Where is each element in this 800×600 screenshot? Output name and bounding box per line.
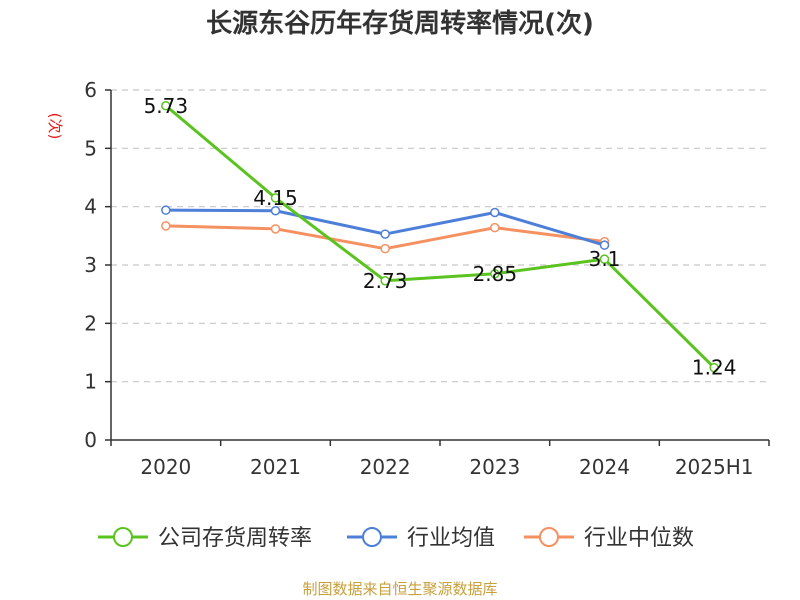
- series-point-0: [599, 254, 610, 264]
- x-tick-label: 2025H1: [675, 455, 754, 479]
- series-point-0: [161, 101, 171, 111]
- y-tick-label: 5: [84, 136, 97, 160]
- y-tick-label: 2: [84, 311, 97, 335]
- legend-label: 行业中位数: [584, 526, 694, 551]
- series-point-1: [490, 207, 500, 218]
- data-labels: 5.73 4.15 2.73 2.85 3.1 1.24: [144, 94, 737, 380]
- legend: 公司存货周转率 行业均值 行业中位数: [98, 526, 694, 551]
- series-point-2: [161, 221, 171, 231]
- series-point-2: [380, 243, 390, 254]
- x-tick-label: 2021: [250, 455, 301, 479]
- legend-swatch-marker: [113, 527, 133, 547]
- data-label: 1.24: [692, 356, 737, 380]
- series-point-0: [709, 362, 719, 373]
- series-line-0: [164, 104, 716, 369]
- data-label: 5.73: [144, 94, 189, 118]
- y-tick-label: 3: [84, 253, 97, 277]
- series-point-2: [270, 224, 281, 234]
- y-axis-label: (次): [46, 113, 64, 140]
- chart-title: 长源东谷历年存货周转率情况(次): [206, 8, 594, 39]
- legend-swatch-marker: [362, 527, 382, 547]
- series-layer: [161, 101, 719, 373]
- x-tick-label: 2024: [579, 455, 630, 479]
- y-tick-label: 0: [84, 428, 97, 452]
- series-point-0: [270, 193, 281, 203]
- legend-item-1: 行业均值: [347, 526, 495, 551]
- data-label: 4.15: [253, 186, 298, 210]
- series-point-1: [599, 240, 610, 250]
- legend-label: 公司存货周转率: [158, 526, 312, 551]
- y-tick-label: 4: [84, 195, 97, 219]
- legend-swatch-marker: [539, 527, 559, 547]
- grid-lines: [111, 89, 769, 383]
- y-tick-label: 6: [84, 78, 97, 102]
- x-tick-label: 2023: [469, 455, 520, 479]
- data-label: 3.1: [589, 247, 621, 271]
- data-label: 2.73: [363, 269, 408, 293]
- source-note: 制图数据来自恒生聚源数据库: [302, 580, 497, 598]
- series-point-1: [380, 229, 390, 239]
- series-point-1: [161, 205, 171, 215]
- series-point-0: [380, 276, 390, 286]
- axes: 0 1 2 3 4 5 6 2020 2021 2022 2023 2024 2025H1: [84, 78, 770, 479]
- legend-label: 行业均值: [407, 526, 495, 551]
- data-label: 2.85: [473, 262, 518, 286]
- series-point-0: [490, 269, 500, 279]
- x-tick-label: 2022: [360, 455, 411, 479]
- series-point-1: [270, 206, 281, 216]
- y-tick-label: 1: [84, 370, 97, 394]
- legend-item-2: 行业中位数: [524, 526, 694, 551]
- x-tick-label: 2020: [140, 455, 191, 479]
- series-point-2: [490, 222, 500, 233]
- legend-item-0: 公司存货周转率: [98, 526, 312, 551]
